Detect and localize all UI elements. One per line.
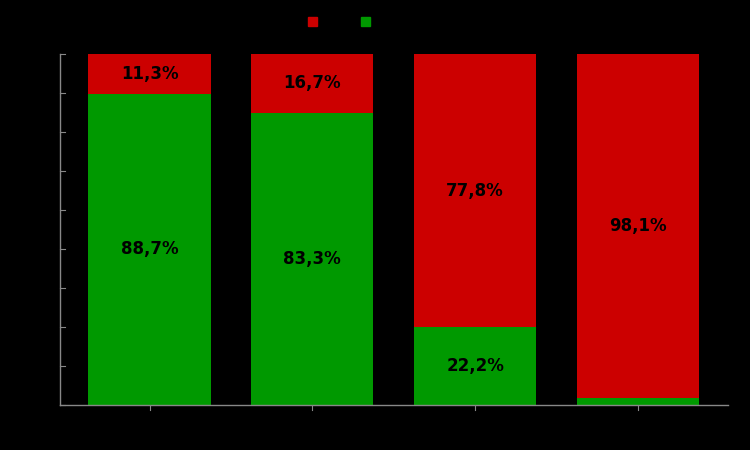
Text: 83,3%: 83,3% <box>284 250 341 268</box>
Bar <box>577 398 699 405</box>
Bar <box>414 54 536 327</box>
Bar <box>414 327 536 405</box>
Bar <box>251 54 374 112</box>
Bar <box>251 112 374 405</box>
Text: 22,2%: 22,2% <box>446 357 504 375</box>
Text: 11,3%: 11,3% <box>121 65 178 83</box>
Bar <box>577 54 699 398</box>
Bar <box>88 54 211 94</box>
Text: 98,1%: 98,1% <box>609 217 667 235</box>
Text: 77,8%: 77,8% <box>446 181 504 199</box>
Bar <box>88 94 211 405</box>
Text: 16,7%: 16,7% <box>284 74 341 92</box>
Legend: , : , <box>308 15 372 29</box>
Text: 88,7%: 88,7% <box>121 240 178 258</box>
